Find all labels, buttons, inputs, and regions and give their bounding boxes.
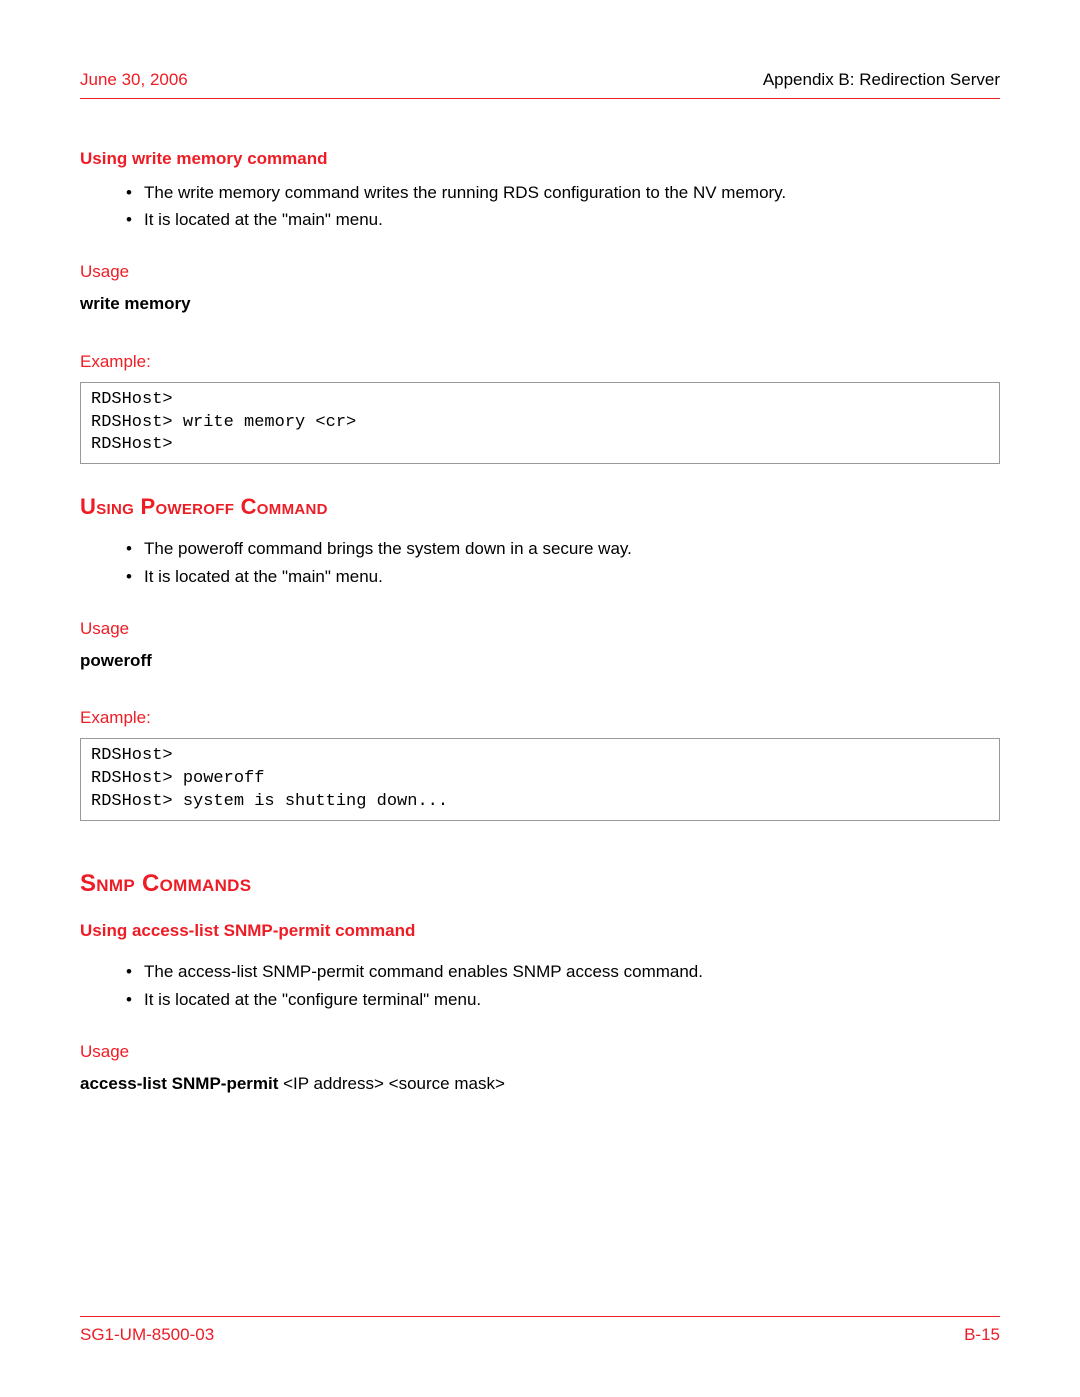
bullet-list: The access-list SNMP-permit command enab… [126, 960, 1000, 1012]
subsection-title: Using write memory command [80, 147, 1000, 171]
bullet-list: The write memory command writes the runn… [126, 181, 1000, 233]
code-block: RDSHost> RDSHost> write memory <cr> RDSH… [80, 382, 1000, 465]
section-heading: Using Poweroff Command [80, 492, 1000, 523]
usage-text: write memory [80, 292, 1000, 316]
usage-label: Usage [80, 1040, 1000, 1064]
footer-doc-id: SG1-UM-8500-03 [80, 1323, 214, 1347]
header-date: June 30, 2006 [80, 68, 188, 92]
bullet-item: It is located at the "main" menu. [126, 565, 1000, 589]
page-header: June 30, 2006 Appendix B: Redirection Se… [80, 68, 1000, 99]
bullet-item: The write memory command writes the runn… [126, 181, 1000, 205]
usage-label: Usage [80, 260, 1000, 284]
bullet-item: The poweroff command brings the system d… [126, 537, 1000, 561]
section-poweroff: Using Poweroff Command The poweroff comm… [80, 492, 1000, 821]
page-footer: SG1-UM-8500-03 B-15 [80, 1316, 1000, 1347]
bullet-list: The poweroff command brings the system d… [126, 537, 1000, 589]
usage-rest-part: <IP address> <source mask> [278, 1074, 504, 1093]
bullet-item: It is located at the "main" menu. [126, 208, 1000, 232]
section-write-memory: Using write memory command The write mem… [80, 147, 1000, 465]
section-heading: Snmp Commands [80, 867, 1000, 901]
usage-text: poweroff [80, 649, 1000, 673]
example-label: Example: [80, 350, 1000, 374]
bullet-item: The access-list SNMP-permit command enab… [126, 960, 1000, 984]
footer-page-number: B-15 [964, 1323, 1000, 1347]
usage-bold-part: access-list SNMP-permit [80, 1074, 278, 1093]
header-appendix: Appendix B: Redirection Server [763, 68, 1000, 92]
code-block: RDSHost> RDSHost> poweroff RDSHost> syst… [80, 738, 1000, 821]
usage-label: Usage [80, 617, 1000, 641]
subsection-title: Using access-list SNMP-permit command [80, 919, 1000, 943]
bullet-item: It is located at the "configure terminal… [126, 988, 1000, 1012]
section-snmp: Snmp Commands Using access-list SNMP-per… [80, 867, 1000, 1096]
example-label: Example: [80, 706, 1000, 730]
usage-text: access-list SNMP-permit <IP address> <so… [80, 1072, 1000, 1096]
